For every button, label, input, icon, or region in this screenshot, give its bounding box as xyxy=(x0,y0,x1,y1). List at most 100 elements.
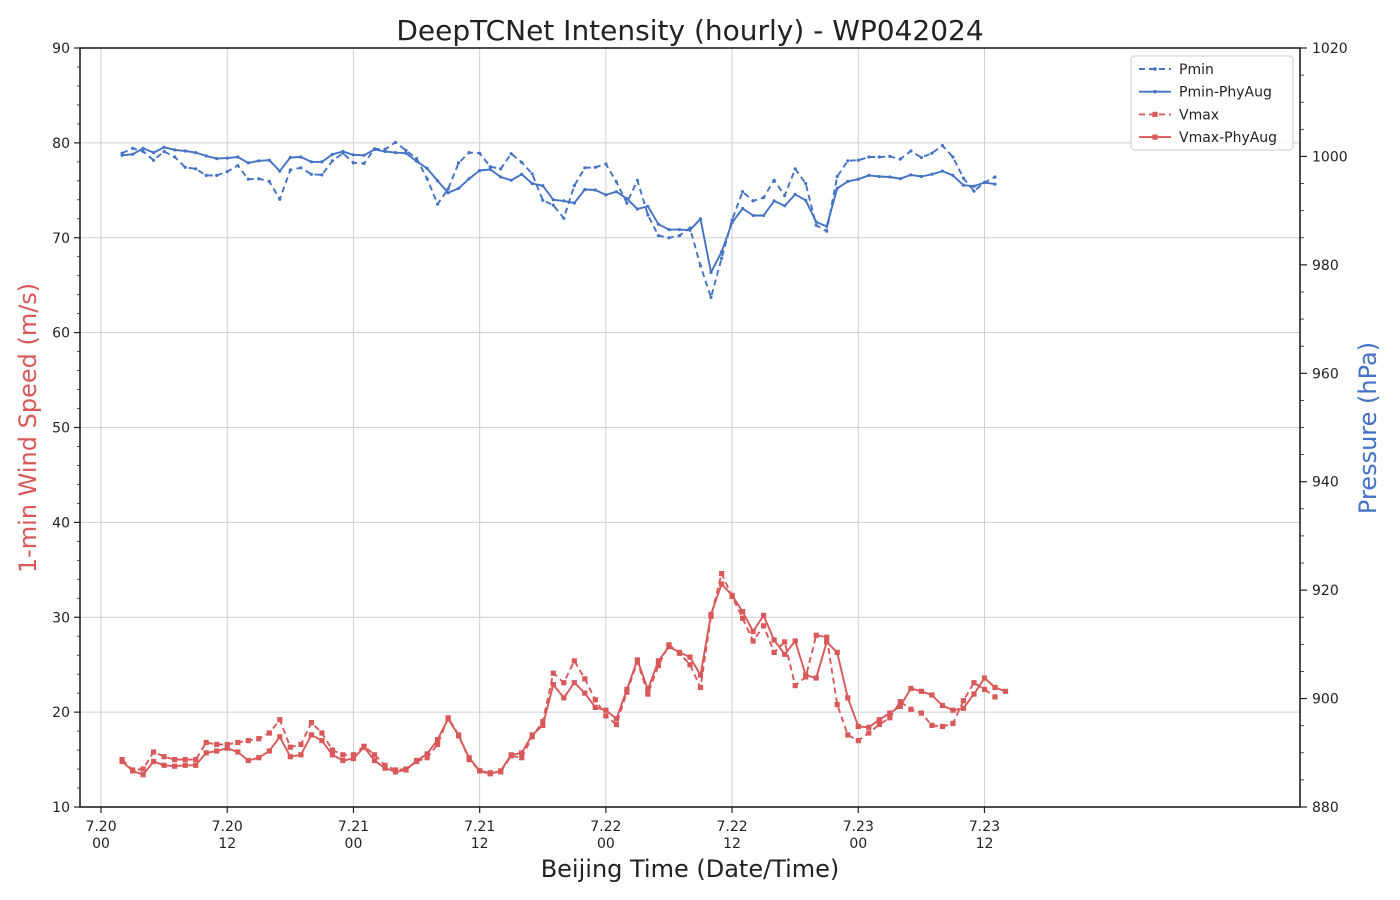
data-point xyxy=(235,739,241,746)
data-point xyxy=(446,187,450,191)
x-tick-hour: 12 xyxy=(976,836,994,852)
data-point xyxy=(792,638,798,644)
data-point xyxy=(424,755,430,761)
y-right-tick-label: 980 xyxy=(1312,258,1339,274)
series-line-pmin-phyaug xyxy=(122,146,996,274)
data-point xyxy=(993,182,997,186)
data-point xyxy=(214,748,220,754)
data-point xyxy=(656,234,661,238)
data-point xyxy=(319,730,325,736)
data-point xyxy=(761,623,767,629)
data-point xyxy=(824,639,830,645)
data-point xyxy=(625,197,629,201)
data-point xyxy=(939,702,945,709)
data-point xyxy=(918,688,924,694)
y-left-tick-label: 50 xyxy=(52,421,70,437)
y-left-tick-label: 70 xyxy=(52,231,70,247)
legend-box xyxy=(1130,55,1294,151)
data-point xyxy=(330,152,334,156)
data-point xyxy=(729,592,735,598)
data-point xyxy=(151,749,157,755)
data-point xyxy=(224,745,230,751)
legend-marker xyxy=(1152,111,1158,117)
data-point xyxy=(203,750,209,756)
data-point xyxy=(152,158,156,162)
y-right-tick-label: 1000 xyxy=(1312,149,1348,165)
data-point xyxy=(214,741,220,747)
data-point xyxy=(856,177,860,181)
data-point xyxy=(667,228,671,232)
chart-title: DeepTCNet Intensity (hourly) - WP042024 xyxy=(396,14,983,47)
series-layer xyxy=(119,140,1009,778)
data-point xyxy=(783,193,787,198)
x-tick-hour: 00 xyxy=(597,836,615,852)
data-point xyxy=(204,154,208,158)
data-point xyxy=(614,180,619,184)
data-point xyxy=(161,754,167,760)
data-point xyxy=(888,154,892,158)
data-point xyxy=(783,204,787,208)
data-point xyxy=(971,680,977,686)
data-point xyxy=(866,724,872,730)
data-point xyxy=(708,611,714,617)
data-point xyxy=(635,178,640,182)
data-point xyxy=(329,747,335,753)
data-point xyxy=(625,201,629,205)
x-tick-hour: 12 xyxy=(471,836,489,852)
data-point xyxy=(887,715,893,721)
data-point xyxy=(161,762,167,768)
legend-entry: Pmin-PhyAug xyxy=(1139,85,1272,101)
data-point xyxy=(782,651,788,657)
data-point xyxy=(571,658,577,664)
data-point xyxy=(435,737,441,743)
data-point xyxy=(655,663,661,669)
data-point xyxy=(909,173,913,177)
data-point xyxy=(814,223,818,227)
data-point xyxy=(876,721,882,728)
data-point xyxy=(225,170,229,174)
data-point xyxy=(278,169,282,173)
data-point xyxy=(908,706,914,712)
data-point xyxy=(152,151,156,155)
data-point xyxy=(415,157,419,161)
legend-marker xyxy=(1152,134,1158,140)
data-point xyxy=(424,751,430,757)
data-point xyxy=(246,177,250,181)
data-point xyxy=(266,748,272,754)
data-point xyxy=(393,140,398,144)
data-point xyxy=(793,167,797,171)
data-point xyxy=(877,155,881,159)
data-point xyxy=(245,757,251,764)
data-point xyxy=(834,701,840,708)
data-point xyxy=(613,721,619,728)
data-point xyxy=(288,168,292,172)
data-point xyxy=(940,144,945,148)
data-point xyxy=(182,757,188,763)
x-tick-date: 7.23 xyxy=(843,819,874,835)
data-point xyxy=(415,159,419,163)
data-point xyxy=(119,758,125,765)
data-point xyxy=(287,754,293,760)
data-point xyxy=(203,739,209,746)
data-point xyxy=(918,710,924,716)
data-point xyxy=(362,153,366,157)
data-point xyxy=(529,732,535,738)
data-point xyxy=(655,658,661,664)
data-point xyxy=(687,662,693,668)
data-point xyxy=(466,755,472,761)
data-point xyxy=(298,752,304,758)
legend-label: Vmax-PhyAug xyxy=(1179,130,1277,146)
data-point xyxy=(561,695,567,701)
y-left-tick-label: 90 xyxy=(52,41,70,57)
data-point xyxy=(551,198,555,202)
data-point xyxy=(582,690,588,696)
data-point xyxy=(551,203,555,207)
y-left-tick-label: 60 xyxy=(52,326,70,342)
data-point xyxy=(656,222,661,226)
data-point xyxy=(846,179,850,183)
data-point xyxy=(277,717,283,723)
x-tick-date: 7.22 xyxy=(716,819,747,835)
data-point xyxy=(572,184,576,188)
data-point xyxy=(992,694,998,700)
data-point xyxy=(277,734,283,740)
